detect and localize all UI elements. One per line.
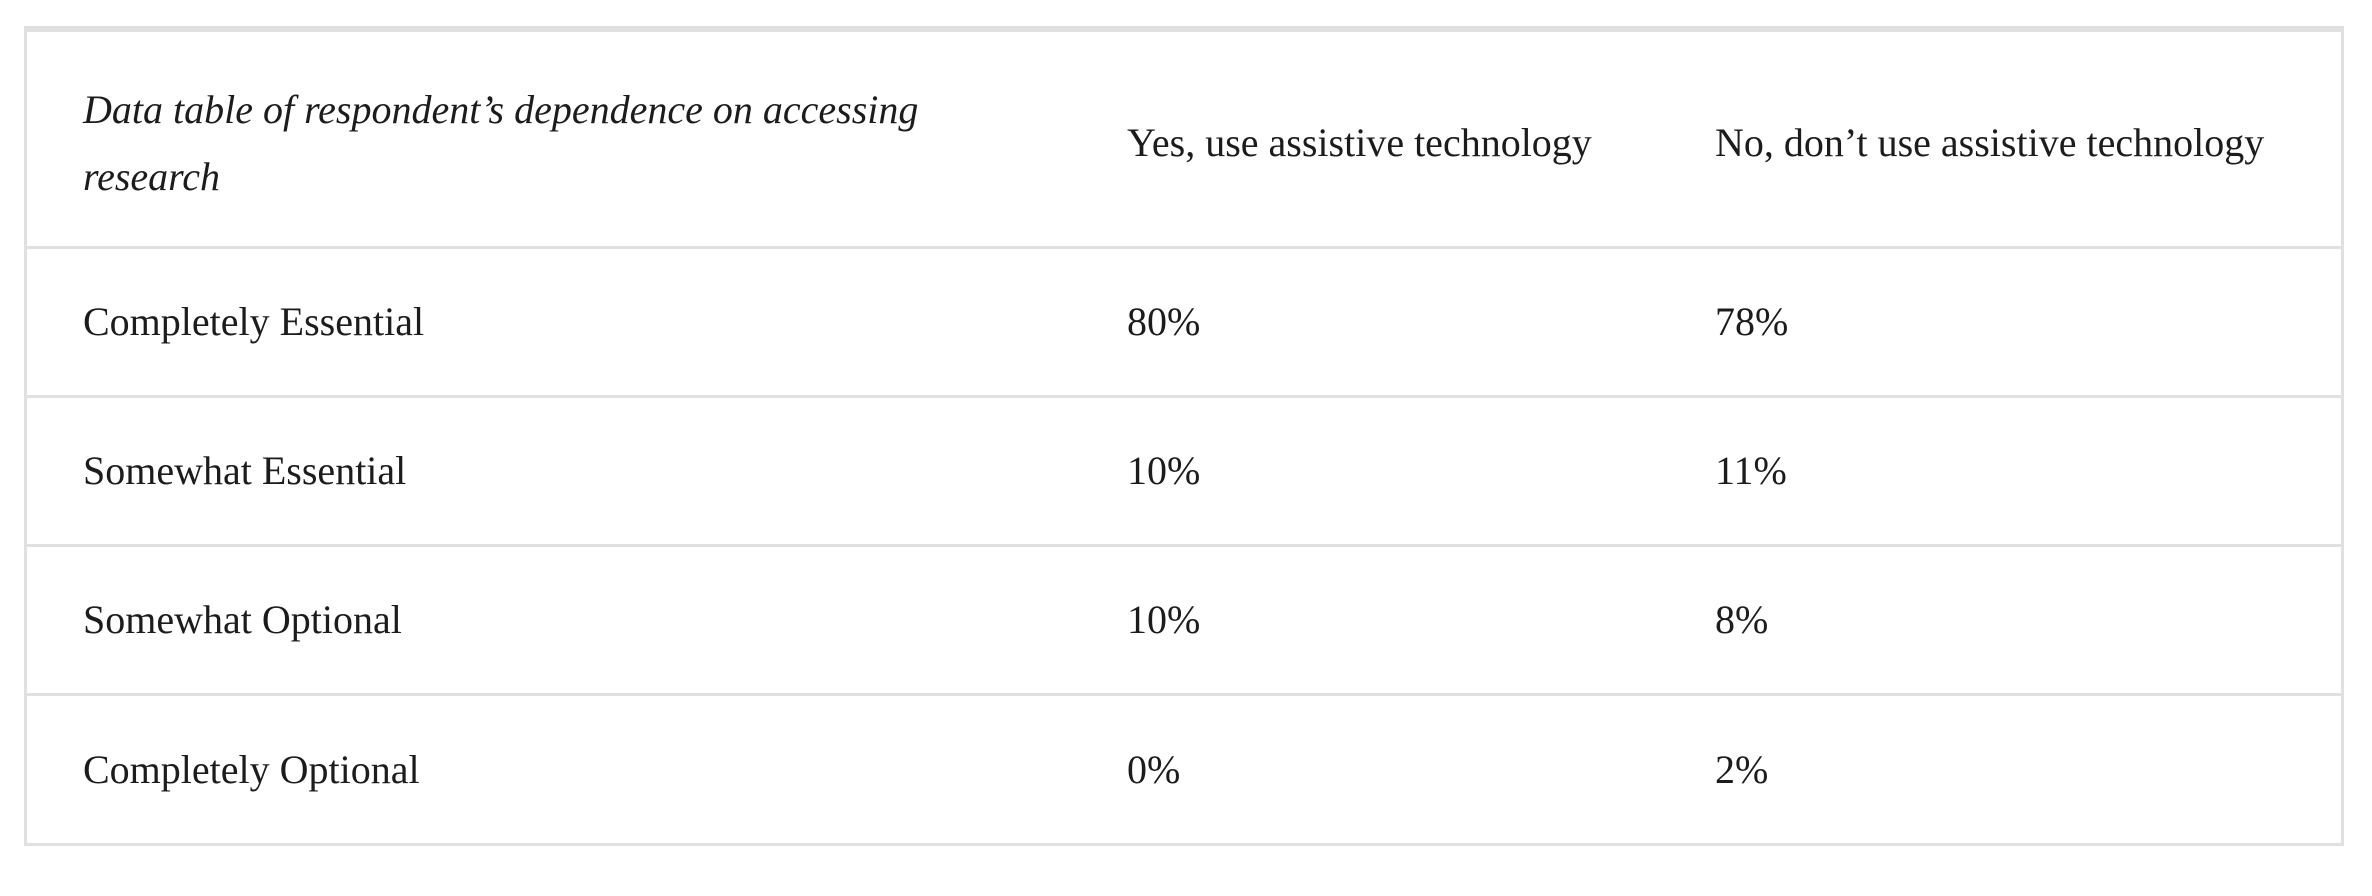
table-body: Completely Essential 80% 78% Somewhat Es… (27, 245, 2341, 843)
dependence-data-table: Data table of respondent’s dependence on… (27, 32, 2341, 843)
no-value: 11% (1659, 394, 2341, 545)
table-row: Somewhat Essential 10% 11% (27, 394, 2341, 545)
yes-value: 0% (1071, 692, 1659, 843)
no-value: 2% (1659, 692, 2341, 843)
no-value: 8% (1659, 543, 2341, 694)
table-row: Completely Essential 80% 78% (27, 245, 2341, 396)
row-label: Somewhat Optional (27, 543, 1071, 694)
table-row: Somewhat Optional 10% 8% (27, 543, 2341, 694)
header-no-assistive: No, don’t use assistive technology (1715, 120, 2265, 166)
row-label: Somewhat Essential (27, 394, 1071, 545)
data-table-container: Data table of respondent’s dependence on… (24, 26, 2344, 846)
row-label: Completely Optional (27, 692, 1071, 843)
header-row: Data table of respondent’s dependence on… (27, 32, 2341, 247)
yes-value: 10% (1071, 543, 1659, 694)
header-caption: Data table of respondent’s dependence on… (83, 86, 919, 199)
table-header: Data table of respondent’s dependence on… (27, 32, 2341, 247)
yes-value: 80% (1071, 245, 1659, 396)
row-label: Completely Essential (27, 245, 1071, 396)
header-yes-assistive: Yes, use assistive technology (1127, 120, 1592, 166)
table-row: Completely Optional 0% 2% (27, 692, 2341, 843)
yes-value: 10% (1071, 394, 1659, 545)
no-value: 78% (1659, 245, 2341, 396)
